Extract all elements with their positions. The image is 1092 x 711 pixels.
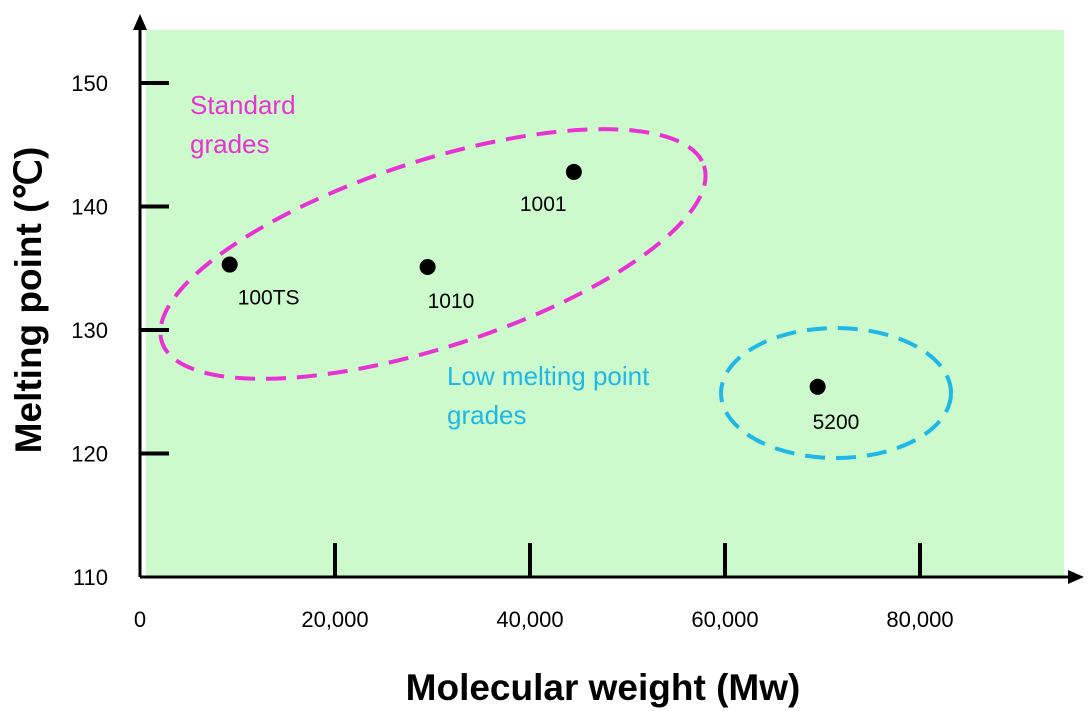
data-label-100ts: 100TS: [238, 287, 300, 310]
y-tick-label: 140: [71, 195, 108, 220]
x-tick-label: 40,000: [496, 607, 563, 632]
standard-grades-label: Standard grades: [190, 90, 303, 159]
x-axis-title: Molecular weight (Mw): [406, 667, 801, 708]
y-tick-label: 130: [71, 318, 108, 343]
x-tick-label: 60,000: [691, 607, 758, 632]
plot-background: [146, 30, 1064, 577]
data-point-1010: [419, 259, 436, 276]
x-tick-label: 20,000: [301, 607, 368, 632]
data-label-5200: 5200: [813, 411, 860, 434]
low-melting-grades-label-line-2: grades: [447, 400, 527, 430]
y-axis-title: Melting point (℃): [8, 147, 49, 454]
standard-grades-label-line-2: grades: [190, 129, 270, 159]
x-axis-arrowhead: [1068, 570, 1084, 584]
data-label-1010: 1010: [428, 290, 475, 313]
data-point-100ts: [221, 256, 238, 273]
y-axis-ticks: 110 120 130 140 150: [71, 71, 169, 590]
low-melting-grades-label-line-1: Low melting point: [447, 361, 650, 391]
data-label-1001: 1001: [520, 193, 567, 216]
low-melting-grades-label: Low melting point grades: [447, 361, 657, 430]
standard-grades-ellipse: [158, 127, 708, 381]
x-tick-label: 80,000: [886, 607, 953, 632]
x-axis-ticks: 0 20,000 40,000 60,000 80,000: [134, 543, 954, 632]
y-tick-label: 150: [71, 71, 108, 96]
y-axis-arrowhead: [133, 14, 147, 30]
y-tick-label: 120: [71, 442, 108, 467]
data-points: 100TS 1010 1001 5200: [221, 163, 860, 434]
x-tick-label: 0: [134, 607, 146, 632]
low-melting-grades-ellipse: [719, 326, 953, 460]
y-tick-label: 110: [73, 565, 108, 590]
standard-grades-label-line-1: Standard: [190, 90, 296, 120]
data-point-1001: [565, 163, 582, 180]
data-point-5200: [809, 378, 826, 395]
